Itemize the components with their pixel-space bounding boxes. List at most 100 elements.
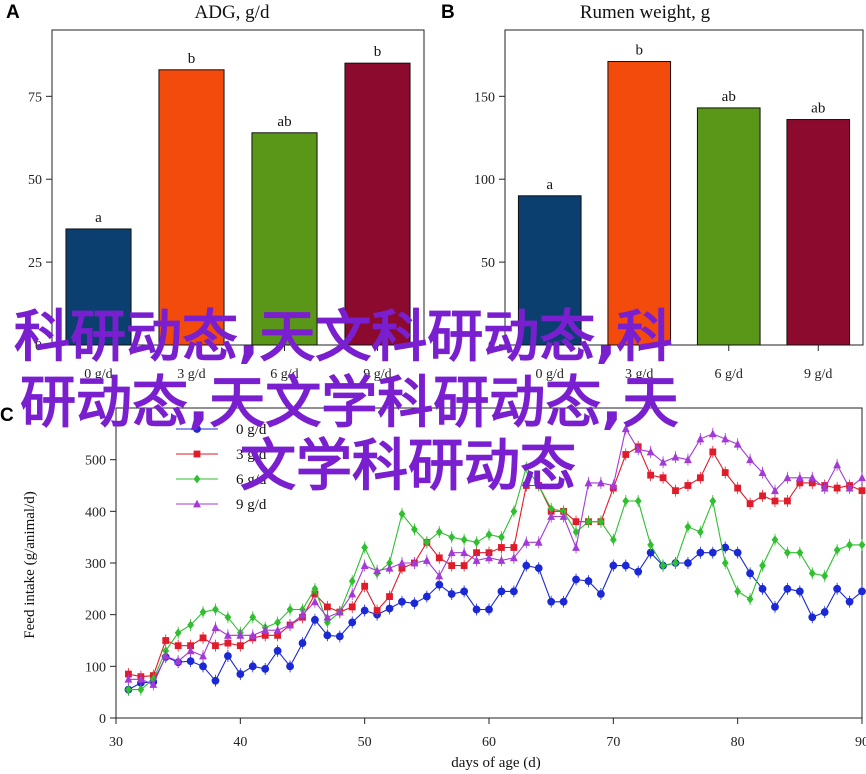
data-point xyxy=(311,584,319,594)
data-point xyxy=(622,451,630,458)
data-point xyxy=(821,571,829,581)
data-point xyxy=(447,548,456,557)
legend-entry: 0 g/d xyxy=(236,422,267,438)
bar-significance-label-b: b xyxy=(636,43,644,59)
data-point xyxy=(361,582,369,590)
y-tick-label-b: 100 xyxy=(474,173,495,188)
panel-letter-c: C xyxy=(0,405,14,426)
bar-b xyxy=(517,195,582,346)
data-point xyxy=(646,447,655,456)
data-point xyxy=(448,532,456,542)
bar-significance-label-a: b xyxy=(374,44,382,60)
y-tick-label-a: 50 xyxy=(28,173,42,188)
data-point xyxy=(709,448,717,456)
bar-significance-label-b: ab xyxy=(811,101,825,117)
bar-significance-label-a: a xyxy=(95,210,102,226)
data-point xyxy=(572,543,580,551)
data-point xyxy=(485,530,493,539)
data-point xyxy=(572,527,580,537)
data-point xyxy=(659,457,667,466)
panel-b: B Rumen weight, g 0 50 100 150 a 0 g/d b 3 g/d a… xyxy=(441,2,864,382)
watermark-line-3: 文学科研动态 xyxy=(240,434,576,499)
data-point xyxy=(845,483,854,492)
data-point xyxy=(410,599,419,608)
data-point xyxy=(833,460,842,469)
data-point xyxy=(759,492,766,500)
data-point xyxy=(534,537,543,546)
data-point xyxy=(783,584,792,593)
data-point xyxy=(845,597,854,606)
data-point xyxy=(795,473,804,482)
data-point xyxy=(174,628,182,638)
data-point xyxy=(771,497,779,505)
data-point xyxy=(734,587,742,596)
legend-entry: 3 g/d xyxy=(236,447,267,463)
data-point xyxy=(261,625,270,634)
data-point xyxy=(534,564,543,573)
data-point xyxy=(746,569,754,578)
x-tick-label-a: 9 g/d xyxy=(363,367,391,382)
data-point xyxy=(411,525,418,534)
x-tick-label-c: 60 xyxy=(482,735,496,750)
data-point xyxy=(360,606,369,615)
x-tick-label-c: 90 xyxy=(855,735,866,750)
y-tick-label-c: 300 xyxy=(85,557,106,572)
data-point xyxy=(224,639,232,647)
data-point xyxy=(311,597,319,606)
x-tick-label-b: 0 g/d xyxy=(536,367,564,382)
x-tick-label-c: 70 xyxy=(606,735,620,750)
watermark-line-2: 研动态,天文学科研动态,天 xyxy=(20,371,679,436)
data-point xyxy=(485,605,493,614)
data-point xyxy=(385,604,394,613)
x-tick-label-a: 3 g/d xyxy=(177,367,205,382)
data-point xyxy=(509,587,518,596)
data-point xyxy=(360,561,369,569)
data-point xyxy=(199,651,207,660)
panel-a: A ADG, g/d 0 25 50 75 a 0 g/d b 3 g/d ab 6 g/d b 9 … xyxy=(6,2,425,382)
data-point xyxy=(435,554,443,562)
data-point xyxy=(472,605,481,614)
data-point xyxy=(808,568,816,578)
data-point xyxy=(559,512,568,520)
data-point xyxy=(236,642,244,650)
data-point xyxy=(647,471,655,479)
data-point xyxy=(274,618,282,627)
data-point xyxy=(498,544,505,551)
panel-a-title: ADG, g/d xyxy=(195,2,270,23)
panel-c: C days of age (d) Feed intake (g/animal/… xyxy=(0,405,866,771)
bar-a xyxy=(344,62,411,346)
y-tick-label-c: 0 xyxy=(99,712,106,727)
data-point xyxy=(820,483,829,492)
plot-frame-a xyxy=(51,29,425,346)
panel-b-plot: 0 50 100 150 a 0 g/d b 3 g/d ab 6 g/d ab 9 g/d xyxy=(474,29,864,382)
data-point xyxy=(286,605,294,614)
data-point xyxy=(298,639,307,647)
data-point xyxy=(647,540,655,550)
data-point xyxy=(734,484,742,492)
data-point xyxy=(199,607,207,617)
data-point xyxy=(187,620,194,630)
data-point xyxy=(771,535,779,545)
bar-a xyxy=(65,228,132,346)
data-point xyxy=(621,424,630,433)
data-point xyxy=(858,587,866,596)
bar-b xyxy=(786,119,851,346)
data-point xyxy=(547,597,556,606)
data-point xyxy=(410,558,419,567)
y-tick-label-b: 50 xyxy=(481,256,495,271)
panel-a-plot: 0 25 50 75 a 0 g/d b 3 g/d ab 6 g/d b 9 g/d xyxy=(28,29,425,382)
data-point xyxy=(460,562,468,569)
data-point xyxy=(212,642,219,650)
x-tick-label-a: 0 g/d xyxy=(84,367,112,382)
legend: 0 g/d 3 g/d 6 g/d 9 g/d xyxy=(176,422,267,513)
data-point xyxy=(846,540,853,550)
data-point xyxy=(672,558,679,568)
data-point xyxy=(709,496,717,506)
data-point xyxy=(858,540,866,550)
data-point xyxy=(672,487,679,495)
data-point xyxy=(473,537,480,547)
data-point xyxy=(335,607,344,616)
data-point xyxy=(248,662,257,671)
data-point xyxy=(820,608,829,616)
